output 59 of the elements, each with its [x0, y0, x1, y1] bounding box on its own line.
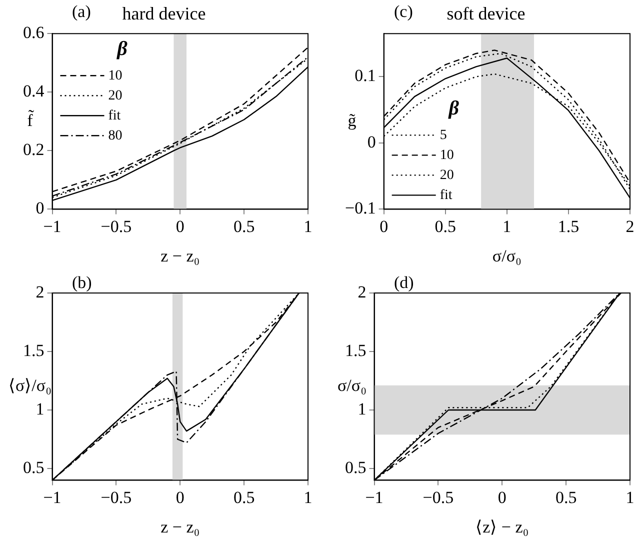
- y-tick-label: 0.5: [23, 458, 44, 477]
- y-tick-label: 1: [358, 399, 366, 418]
- x-tick-label: 1: [304, 488, 312, 507]
- x-tick-label: 1.5: [558, 216, 580, 236]
- x-tick-label: −1: [43, 216, 62, 236]
- y-tick-label: 2: [358, 282, 366, 302]
- y-tick-label: 0.6: [23, 23, 44, 42]
- legend-label: 80: [108, 128, 122, 144]
- x-tick-label: 0: [176, 216, 184, 236]
- legend-label: 5: [440, 128, 447, 143]
- y-tick-label: 2: [36, 282, 44, 302]
- legend-label: 10: [440, 148, 454, 163]
- text: (a): [72, 2, 91, 21]
- y-axis-title: σ/σ₀: [338, 376, 367, 396]
- x-tick-label: 0.5: [233, 488, 255, 507]
- text: (b): [72, 272, 92, 292]
- y-tick-label: 1.5: [23, 340, 44, 360]
- x-tick-label: 0.5: [434, 216, 456, 236]
- chart-title: soft device: [446, 4, 526, 24]
- x-tick-label: −0.5: [100, 216, 132, 236]
- y-tick-label: 1.5: [345, 340, 366, 360]
- legend-label: 10: [108, 68, 122, 84]
- x-tick-label: 0.5: [233, 216, 255, 236]
- legend-title: β: [116, 38, 128, 60]
- legend-label: fit: [440, 188, 452, 203]
- x-tick-label: 1: [502, 216, 512, 236]
- legend-label: 20: [108, 88, 122, 104]
- legend-label: fit: [108, 108, 121, 124]
- x-tick-label: 1: [304, 216, 312, 236]
- y-axis-title: g̃: [348, 110, 357, 130]
- x-axis-title: z − z₀: [160, 246, 200, 266]
- y-tick-label: 1: [36, 399, 44, 418]
- x-tick-label: 0.5: [555, 488, 577, 507]
- x-tick-label: −1: [365, 488, 384, 507]
- x-axis-title: σ/σ₀: [492, 246, 522, 266]
- y-axis-title: f̃: [27, 110, 34, 130]
- legend-title: β: [448, 97, 460, 120]
- x-axis-title: z − z₀: [160, 517, 200, 536]
- y-tick-label: 0.1: [354, 66, 376, 86]
- x-tick-label: 1: [626, 488, 634, 507]
- y-tick-label: 0: [36, 198, 44, 218]
- y-axis-title: ⟨σ⟩/σ₀: [8, 376, 52, 396]
- text: (d): [394, 272, 414, 292]
- x-axis-title: ⟨z⟩ − z₀: [476, 517, 529, 536]
- y-tick-label: −0.1: [344, 198, 376, 218]
- chart-title: hard device: [122, 4, 206, 24]
- y-tick-label: 0.4: [23, 82, 45, 101]
- x-tick-label: −0.5: [422, 488, 454, 507]
- x-tick-label: 2: [626, 216, 634, 236]
- legend-label: 20: [440, 168, 454, 183]
- x-tick-label: 0: [498, 488, 506, 507]
- x-tick-label: 0: [176, 488, 184, 507]
- x-tick-label: 0: [380, 216, 388, 236]
- y-tick-label: 0.5: [345, 458, 366, 477]
- x-tick-label: −1: [43, 488, 62, 507]
- text: (c): [394, 2, 413, 21]
- x-tick-label: −0.5: [100, 488, 132, 507]
- y-tick-label: 0: [367, 132, 376, 152]
- y-tick-label: 0.2: [23, 140, 44, 160]
